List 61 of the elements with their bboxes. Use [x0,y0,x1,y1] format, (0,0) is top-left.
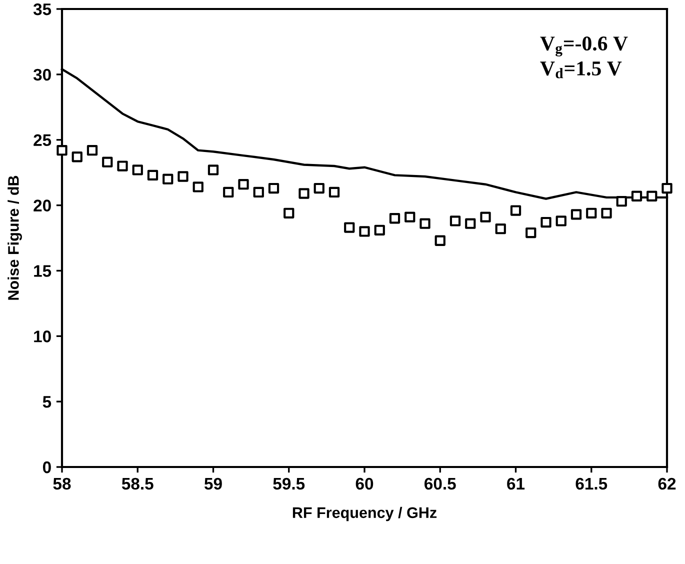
point [404,212,416,222]
point [284,208,294,218]
point [132,164,143,176]
point [374,224,385,236]
point [208,164,219,176]
point [178,171,188,182]
point [359,226,370,237]
point [480,212,491,222]
point [556,216,566,226]
x-axis-title: RF Frequency / GHz [292,506,437,522]
y-tick-label: 35 [33,3,52,16]
point [253,186,264,198]
y-axis-title: Noise Figure / dB [8,176,22,300]
point [601,208,612,218]
point [465,218,476,229]
point [72,152,82,162]
point [570,209,582,220]
point [328,186,340,198]
annotation: V$_{g}$=-0.6 V V$_{d}$=1.5 V [540,36,628,78]
x-tick-label: 60.5 [424,478,456,490]
y-tick-label: 5 [42,396,52,408]
point [662,182,672,194]
point [56,145,68,156]
x-tick-label: 62 [658,478,676,490]
point [586,208,597,218]
x-tick-label: 59.5 [273,478,305,490]
y-tick-label: 25 [34,134,52,146]
point [616,196,627,207]
point [238,179,249,190]
point [434,235,446,246]
point [631,190,642,202]
point [102,156,113,168]
point [510,205,522,216]
point [268,182,280,194]
point [162,174,174,184]
y-tick-label: 20 [34,200,51,212]
point [314,182,324,194]
point [86,145,98,156]
x-tick-label: 61 [507,478,525,490]
x-tick-label: 61.5 [576,478,608,490]
y-tick-label: 30 [33,68,51,81]
y-tick-label: 0 [42,461,51,474]
x-tick-label: 60 [356,478,374,490]
x-tick-label: 59 [204,478,222,490]
point [223,186,234,198]
x-tick-label: 58.5 [122,478,154,490]
point [450,216,461,226]
point [389,213,400,224]
y-tick-label: 10 [34,330,51,342]
point [526,227,536,238]
point [192,182,204,192]
point [298,188,310,199]
x-tick-label: 58 [53,478,71,490]
point [344,222,355,233]
point [147,170,158,181]
point [646,190,658,202]
point [117,160,128,172]
point [540,216,552,228]
point [420,218,430,229]
y-tick-label: 15 [34,265,52,277]
point [495,224,506,234]
